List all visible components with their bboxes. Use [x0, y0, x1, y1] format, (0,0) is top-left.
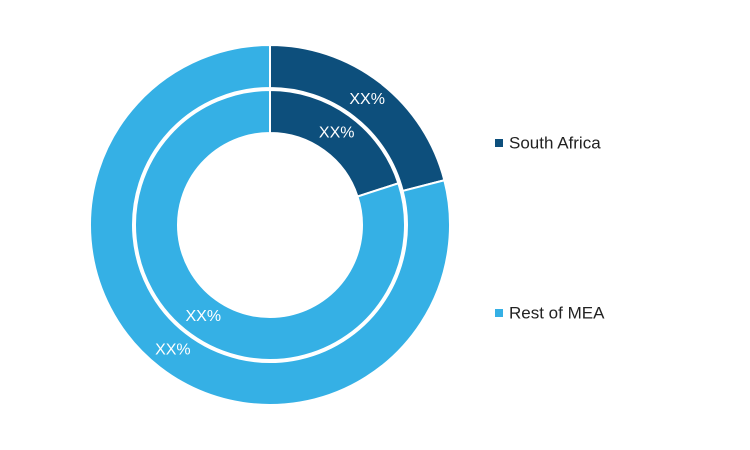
legend-label: Rest of MEA — [509, 303, 605, 322]
legend-label: South Africa — [509, 133, 601, 152]
value-label: XX% — [319, 124, 355, 141]
donut-segment — [89, 43, 451, 406]
donut-segment — [134, 88, 406, 361]
legend-swatch — [495, 309, 503, 317]
legend-swatch — [495, 139, 503, 147]
value-label: XX% — [349, 91, 385, 108]
value-label: XX% — [185, 308, 221, 325]
value-label: XX% — [155, 341, 191, 358]
